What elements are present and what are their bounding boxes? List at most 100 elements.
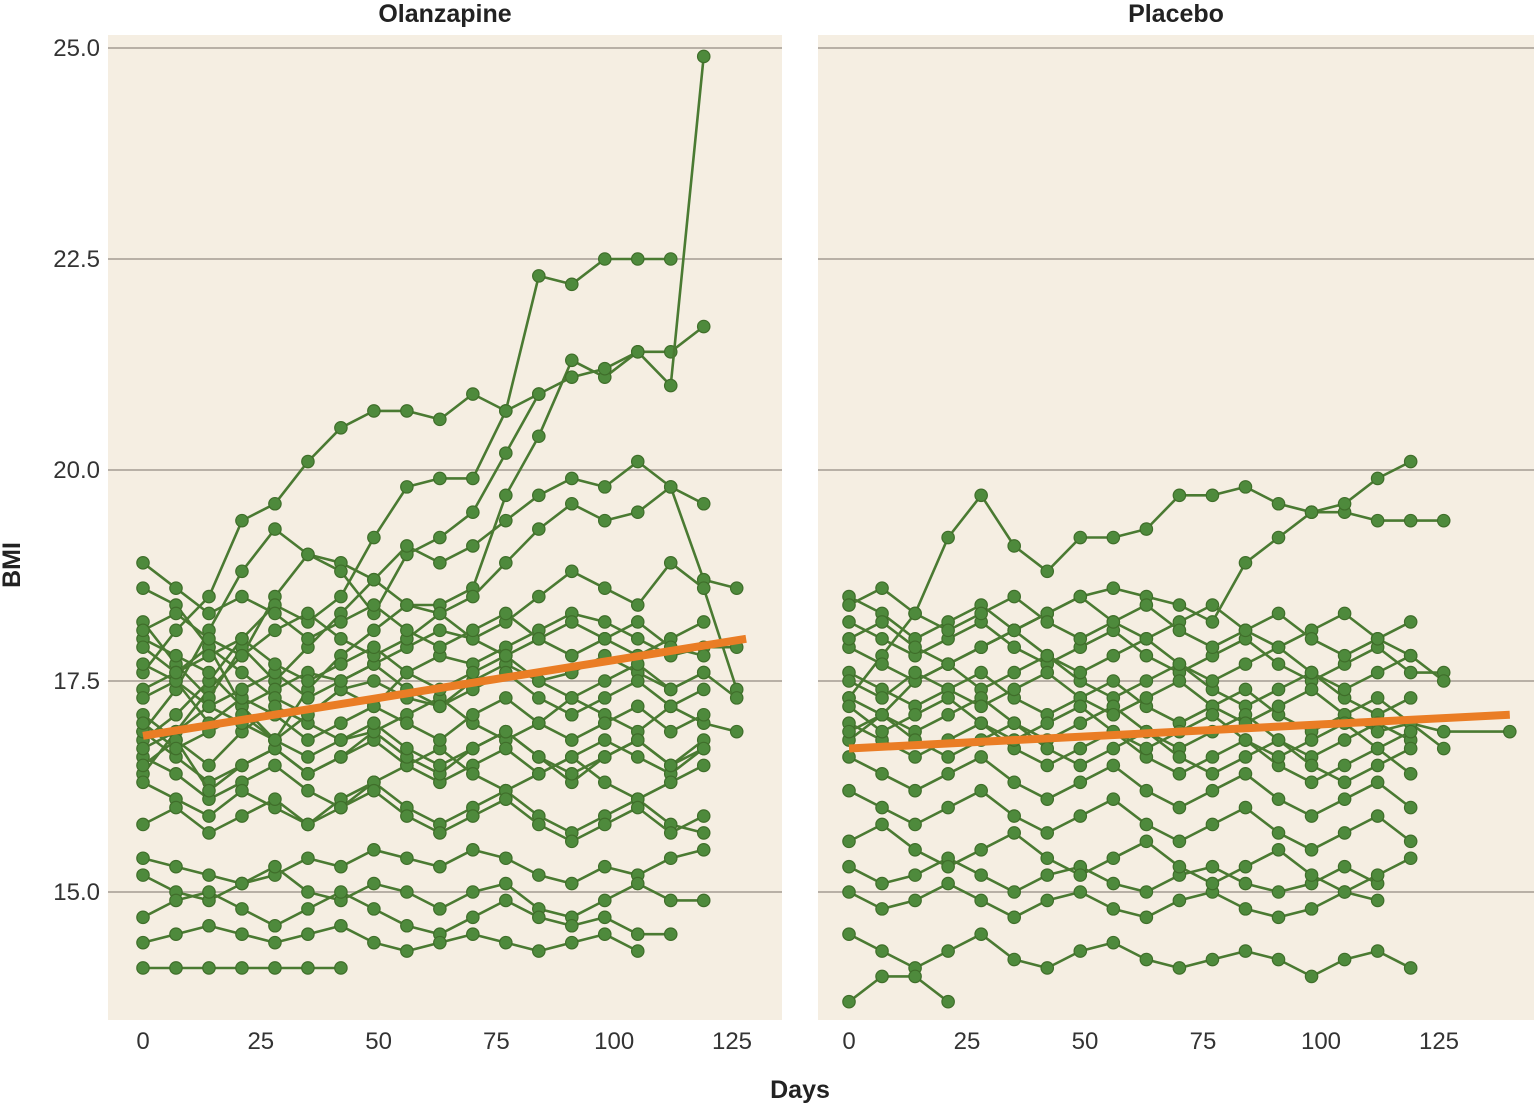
data-point <box>433 935 447 950</box>
data-point <box>1073 589 1088 604</box>
data-point <box>334 918 348 933</box>
data-point <box>202 631 216 646</box>
data-point <box>268 859 282 874</box>
data-point <box>875 615 889 629</box>
data-point <box>1040 826 1055 840</box>
data-point <box>564 707 579 722</box>
panel-title: Olanzapine <box>378 0 511 28</box>
panel-1: Placebo 0 25 50 75 100 125 <box>818 0 1534 1055</box>
data-point <box>842 631 856 646</box>
data-point <box>842 750 856 764</box>
trend-line <box>848 710 1511 753</box>
series-12 <box>842 927 1418 984</box>
data-point <box>842 724 856 739</box>
data-point <box>367 902 381 916</box>
data-point <box>597 581 612 595</box>
data-point <box>1337 885 1352 899</box>
data-point <box>1007 716 1021 730</box>
data-point <box>235 809 249 823</box>
data-point <box>532 750 546 764</box>
x-tick-label: 125 <box>712 1028 752 1055</box>
data-point <box>268 758 282 773</box>
data-point <box>499 488 513 503</box>
data-point <box>169 581 183 595</box>
data-point <box>908 750 922 764</box>
data-point <box>1337 775 1352 790</box>
series-line <box>142 924 639 953</box>
trend-line <box>142 634 747 740</box>
data-point <box>908 868 922 882</box>
data-point <box>663 378 678 393</box>
data-point <box>433 530 447 545</box>
data-point <box>696 49 711 64</box>
data-point <box>1503 724 1517 739</box>
data-point <box>1106 851 1121 866</box>
data-point <box>1205 750 1220 764</box>
data-point <box>1040 564 1055 579</box>
series-20 <box>136 657 711 722</box>
data-point <box>532 269 546 283</box>
data-point <box>1040 868 1055 882</box>
data-point <box>696 741 711 756</box>
data-point <box>433 412 447 427</box>
data-point <box>564 277 579 292</box>
data-point <box>564 564 579 579</box>
data-point <box>630 631 645 646</box>
data-point <box>663 758 678 773</box>
data-point <box>696 682 711 697</box>
data-point <box>532 522 546 536</box>
data-point <box>136 691 150 705</box>
data-point <box>268 792 282 806</box>
data-point <box>729 724 744 739</box>
data-point <box>1403 454 1418 469</box>
data-point <box>334 657 348 671</box>
data-point <box>1139 952 1154 967</box>
x-tick-label: 100 <box>594 1028 634 1055</box>
series-13 <box>842 969 955 1009</box>
data-point <box>564 353 579 368</box>
data-point <box>1106 674 1121 688</box>
data-point <box>136 581 150 595</box>
data-point <box>1304 505 1319 519</box>
data-point <box>1172 893 1187 908</box>
data-point <box>1304 682 1319 697</box>
data-point <box>466 539 480 553</box>
data-point <box>941 944 955 958</box>
data-point <box>630 733 645 747</box>
data-point <box>367 598 381 612</box>
data-point <box>1238 800 1253 815</box>
data-point <box>334 885 348 899</box>
data-point <box>235 682 249 697</box>
data-point <box>1106 581 1121 595</box>
data-point <box>875 657 889 671</box>
data-point <box>663 826 678 840</box>
data-point <box>1106 741 1121 756</box>
data-point <box>1172 674 1187 688</box>
data-point <box>532 944 546 958</box>
data-point <box>597 361 612 376</box>
data-point <box>136 741 150 756</box>
data-point <box>908 817 922 832</box>
data-point <box>908 783 922 798</box>
data-point <box>202 918 216 933</box>
data-point <box>1271 657 1286 671</box>
data-point <box>941 707 955 722</box>
data-point <box>663 682 678 697</box>
x-axis-label: Days <box>770 1076 830 1104</box>
data-point <box>663 775 678 790</box>
data-point <box>1304 842 1319 857</box>
data-point <box>235 783 249 798</box>
series-2 <box>136 49 711 781</box>
data-point <box>564 750 579 764</box>
data-point <box>1040 758 1055 773</box>
data-point <box>268 657 282 671</box>
data-point <box>136 623 150 638</box>
data-point <box>499 556 513 570</box>
data-point <box>532 910 546 925</box>
data-point <box>1304 969 1319 984</box>
data-point <box>1007 952 1021 967</box>
data-point <box>532 767 546 781</box>
data-point <box>875 724 889 739</box>
data-point <box>367 935 381 950</box>
